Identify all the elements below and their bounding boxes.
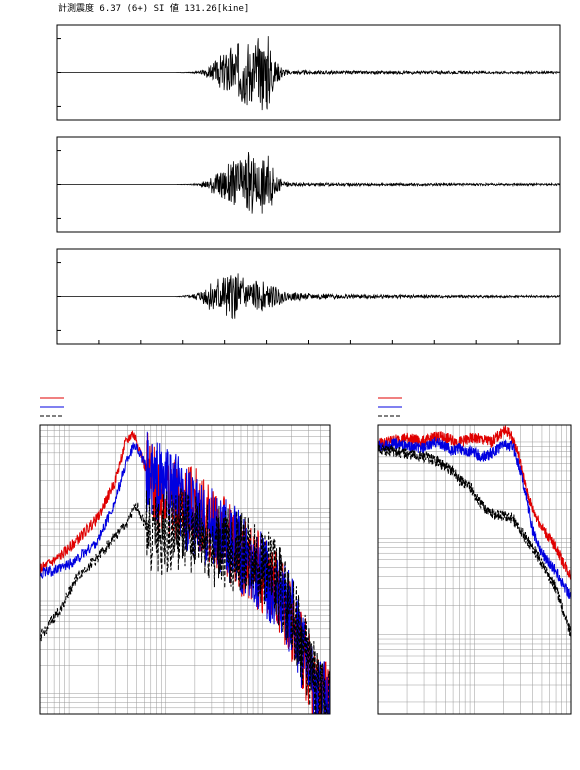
acceleration-time-history-panel: [56, 24, 561, 345]
waveform-ud: [57, 273, 561, 320]
fourier-spectrum-panel: [39, 397, 331, 715]
spectrum-line-ns: [39, 430, 331, 715]
time-history-ud: [56, 248, 561, 345]
intensity-header: 計測震度 6.37 (6+) SI 値 131.26[kine]: [58, 2, 249, 14]
time-history-ew: [56, 136, 561, 233]
spectrum-line-ud: [39, 488, 331, 715]
plot-frame: [377, 424, 572, 715]
spectrum-line-ew: [39, 431, 331, 715]
waveform-ew: [57, 152, 561, 214]
waveform-ns: [57, 36, 561, 111]
spectrum-line-ud: [377, 443, 572, 638]
spectrum-line-ns: [377, 425, 572, 580]
response-spectrum-panel: [377, 397, 572, 715]
time-history-ns: [56, 24, 561, 121]
plot-frame: [39, 424, 331, 715]
spectrum-line-ew: [377, 436, 572, 600]
